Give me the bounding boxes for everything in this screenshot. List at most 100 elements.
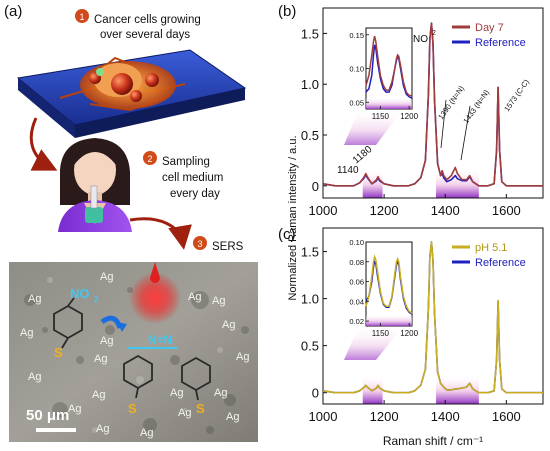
inset-y-tick-label: 0.15 xyxy=(349,31,364,40)
inset-frame xyxy=(365,241,413,327)
ag-label: Ag xyxy=(222,319,235,331)
chart-day7: 0 0.5 1.0 1.5 1000 1200 1400 1600 (b) NO 2 1390… xyxy=(278,3,544,218)
annotation-pointer xyxy=(440,99,447,149)
inset-x-tick-label: 1200 xyxy=(400,112,418,121)
no2-subscript: 2 xyxy=(94,295,99,304)
thiol-label-3: S xyxy=(196,401,205,416)
annotation-1140: 1140 xyxy=(337,165,359,176)
inset-y-tick-label: 0.02 xyxy=(349,317,364,326)
panel-label-a: (a) xyxy=(4,3,22,20)
ag-label: Ag xyxy=(100,271,113,283)
series-lines xyxy=(322,241,543,394)
legend-label-reference: Reference xyxy=(475,257,526,269)
step-1-line-1: Cancer cells growing xyxy=(94,14,201,26)
axis-ticks: 0 0.5 1.0 1.5 1000 1200 1400 1600 xyxy=(301,245,521,424)
x-tick-label: 1000 xyxy=(309,409,338,424)
x-axis-label: Raman shift / cm⁻¹ xyxy=(383,434,483,448)
x-tick-label: 1600 xyxy=(492,203,521,218)
legend-label-day7: Day 7 xyxy=(475,22,504,34)
annotation-1433: 1433 (N=N) xyxy=(461,88,491,126)
inset-y-tick-label: 0.06 xyxy=(349,278,364,287)
series-line xyxy=(322,241,543,394)
panel-label-b: (b) xyxy=(278,3,296,20)
inset-x-tick-label: 1150 xyxy=(372,329,390,338)
sers-micrograph: NO 2 N=N S S S Ag Ag Ag Ag Ag Ag Ag Ag A… xyxy=(9,262,258,442)
annotation-no2-sub: 2 xyxy=(432,30,436,37)
ag-label: Ag xyxy=(28,371,41,383)
ag-label: Ag xyxy=(178,407,191,419)
inset-y-tick-label: 0.04 xyxy=(349,297,364,306)
annotation-1573: 1573 (C-C) xyxy=(502,77,531,113)
flow-arrow-2 xyxy=(129,217,192,250)
thiol-label-1: S xyxy=(54,345,63,360)
ag-label: Ag xyxy=(20,327,33,339)
y-tick-label: 1.0 xyxy=(301,77,319,92)
y-tick-label: 0.5 xyxy=(301,128,319,143)
step-2-line-1: Sampling xyxy=(162,156,210,168)
legend-label-ph51: pH 5.1 xyxy=(475,242,507,254)
y-tick-label: 0 xyxy=(312,179,319,194)
step-3-badge xyxy=(193,236,207,250)
x-tick-label: 1600 xyxy=(492,409,521,424)
step-3: 3 SERS xyxy=(193,236,244,253)
inset-zoom-wedge xyxy=(344,326,403,360)
step-1-badge xyxy=(75,9,89,23)
inset-y-tick-label: 0.10 xyxy=(349,65,364,74)
step-2: 2 Sampling cell medium every day xyxy=(143,151,223,200)
inset-chart: 0.02 0.04 0.06 0.08 0.10 1150 1200 xyxy=(344,238,419,360)
ag-label: Ag xyxy=(28,293,41,305)
step-3-line-1: SERS xyxy=(212,241,244,253)
flow-arrow-1 xyxy=(29,117,58,171)
shaded-regions xyxy=(362,168,479,198)
ag-label: Ag xyxy=(188,291,201,303)
y-tick-label: 0.5 xyxy=(301,339,319,354)
legend: pH 5.1 Reference xyxy=(452,242,526,269)
x-tick-label: 1200 xyxy=(370,409,399,424)
cancer-cell-dish-illustration xyxy=(16,49,247,138)
legend: Day 7 Reference xyxy=(452,22,526,49)
spectra-charts: 0 0.5 1.0 1.5 1000 1200 1400 1600 (b) NO 2 1390… xyxy=(278,3,544,448)
ag-label: Ag xyxy=(94,353,107,365)
y-tick-label: 0 xyxy=(312,386,319,401)
step-2-number: 2 xyxy=(147,154,152,164)
series-lines xyxy=(322,22,543,187)
inset-x-tick-label: 1200 xyxy=(400,329,418,338)
ag-label: Ag xyxy=(92,389,105,401)
ag-label: Ag xyxy=(68,403,81,415)
plot-frame xyxy=(322,7,544,199)
azo-label: N=N xyxy=(148,333,172,347)
plot-frame xyxy=(322,227,544,405)
step-2-line-3: every day xyxy=(170,188,220,200)
x-tick-label: 1400 xyxy=(431,409,460,424)
shaded-region xyxy=(362,374,383,404)
inset-y-tick-label: 0.05 xyxy=(349,98,364,107)
panel-label-c: (c) xyxy=(278,226,296,243)
y-tick-label: 1.0 xyxy=(301,292,319,307)
y-tick-label: 1.5 xyxy=(301,26,319,41)
inset-zoom-wedge xyxy=(344,109,403,145)
step-2-badge xyxy=(143,151,157,165)
ag-label: Ag xyxy=(140,427,153,439)
scale-bar-label: 50 μm xyxy=(26,407,69,424)
inset-y-tick-label: 0.08 xyxy=(349,258,364,267)
step-1: 1 Cancer cells growing over several days xyxy=(75,9,201,41)
step-3-number: 3 xyxy=(197,239,202,249)
x-tick-label: 1400 xyxy=(431,203,460,218)
schematic-panel: (a) 1 Cancer cells growing over several … xyxy=(4,3,258,442)
inset-y-tick-label: 0.10 xyxy=(349,238,364,247)
inset-shade xyxy=(366,97,412,109)
annotation-pointer xyxy=(460,105,471,161)
inset-series-line xyxy=(365,35,412,97)
ag-label: Ag xyxy=(236,351,249,363)
inset-x-tick-label: 1150 xyxy=(372,112,390,121)
axis-ticks: 0 0.5 1.0 1.5 1000 1200 1400 1600 xyxy=(301,26,521,218)
annotation-1390: 1390 (N=N) xyxy=(436,84,466,122)
y-tick-label: 1.5 xyxy=(301,245,319,260)
step-2-line-2: cell medium xyxy=(162,172,223,184)
ag-label: Ag xyxy=(226,411,239,423)
legend-label-reference: Reference xyxy=(475,37,526,49)
no2-label: NO xyxy=(70,286,90,301)
ag-label: Ag xyxy=(170,387,183,399)
step-1-line-2: over several days xyxy=(100,29,190,41)
inset-chart: 0.05 0.10 0.15 1150 1200 xyxy=(344,27,419,145)
